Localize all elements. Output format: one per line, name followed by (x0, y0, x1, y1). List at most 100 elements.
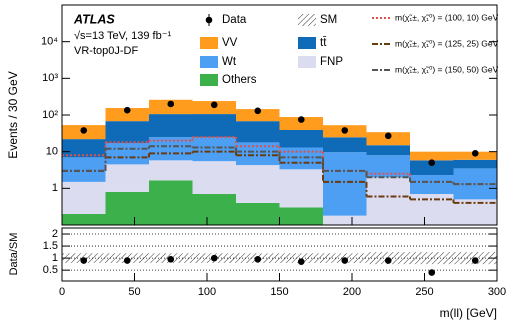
stack-segment (192, 114, 236, 138)
y-tick-label: 1 (52, 182, 58, 194)
stack-segment (279, 147, 323, 170)
stack-segment (105, 191, 149, 225)
data-point (297, 116, 305, 123)
stack-segment (323, 152, 367, 216)
data-point (384, 132, 392, 140)
legend-label: Data (222, 14, 247, 26)
ratio-point (471, 257, 479, 264)
stack-segment (105, 108, 149, 122)
stack-segment (410, 175, 454, 195)
stack-segment (366, 177, 410, 225)
ratio-y-axis-label: Data/SM (8, 233, 20, 276)
stack-segment (453, 159, 497, 169)
legend-swatch (200, 74, 218, 86)
ratio-point (80, 257, 88, 264)
stack-segment (62, 213, 106, 225)
y-tick-label: 2 (52, 228, 58, 240)
stack-segment (236, 142, 280, 166)
data-point (210, 101, 218, 109)
stack-segment (105, 164, 149, 192)
ratio-point (254, 256, 262, 263)
data-point (428, 159, 436, 167)
stack-segment (105, 143, 149, 165)
ratio-point (123, 257, 131, 264)
stack-segment (410, 160, 454, 176)
legend-label: Others (222, 74, 257, 86)
y-tick-label: 0.5 (43, 264, 58, 276)
legend-label: Wt (222, 56, 237, 68)
stack-segment (62, 181, 106, 214)
legend-swatch (298, 14, 316, 26)
main-plot-area (62, 99, 497, 225)
stack-segment (279, 207, 323, 225)
ratio-point (428, 269, 436, 276)
stack-segment (279, 169, 323, 208)
uncertainty-band (279, 253, 323, 263)
data-point (123, 106, 131, 114)
y-tick-label: 10³ (42, 72, 58, 84)
y-tick-label: 1 (52, 252, 58, 264)
stack-segment (192, 194, 236, 225)
data-point (471, 150, 479, 157)
legend-label: FNP (320, 56, 343, 68)
data-point (254, 107, 262, 115)
data-point (341, 127, 349, 134)
legend-label: SM (320, 14, 337, 26)
stack-segment (62, 157, 106, 182)
x-tick-label: 0 (59, 286, 65, 298)
stack-segment (149, 160, 193, 181)
y-tick-label: 10 (46, 146, 58, 158)
energy-label: √s=13 TeV, 139 fb⁻¹ (74, 30, 172, 42)
x-tick-label: 150 (270, 286, 288, 298)
stack-segment (62, 139, 106, 158)
atlas-label: ATLAS (73, 12, 115, 26)
legend-label: tt̄ (320, 37, 327, 49)
stack-segment (192, 161, 236, 195)
stack-segment (149, 114, 193, 138)
x-tick-label: 250 (415, 286, 433, 298)
x-axis-label: m(ll) [GeV] (440, 306, 497, 320)
legend-swatch (298, 56, 316, 68)
stack-segment (236, 165, 280, 203)
ratio-point (341, 257, 349, 264)
data-point (167, 100, 175, 108)
ratio-point (297, 258, 305, 266)
stack-segment (105, 121, 149, 144)
legend-data-marker (205, 16, 213, 24)
stack-segment (366, 155, 410, 178)
region-label: VR-top0J-DF (74, 45, 138, 57)
stack-segment (323, 137, 367, 153)
y-axis-label: Events / 30 GeV (6, 71, 20, 158)
x-tick-label: 200 (343, 286, 361, 298)
data-point (80, 127, 88, 134)
legend-swatch (298, 37, 316, 49)
ratio-point (210, 254, 218, 262)
y-tick-label: 1.5 (43, 240, 58, 252)
stack-segment (192, 137, 236, 162)
stack-segment (279, 117, 323, 130)
legend-label: m(χ̃₁±, χ̃₁⁰) = (125, 25) GeV (395, 38, 499, 48)
x-tick-label: 50 (128, 286, 140, 298)
legend-swatch (200, 37, 218, 49)
legend-label: VV (222, 37, 238, 49)
legend-label: m(χ̃₁±, χ̃₁⁰) = (100, 10) GeV (395, 12, 499, 22)
stack-segment (323, 215, 367, 225)
stack-segment (236, 121, 280, 143)
stack-segment (236, 202, 280, 225)
x-tick-label: 300 (488, 286, 506, 298)
stack-segment (366, 145, 410, 156)
stack-segment (410, 151, 454, 161)
stack-segment (149, 180, 193, 225)
stack-segment (236, 109, 280, 122)
y-tick-label: 10² (42, 109, 58, 121)
ratio-plot-area (62, 233, 497, 276)
stack-segment (149, 137, 193, 161)
y-tick-label: 10⁴ (41, 36, 58, 48)
stack-segment (279, 129, 323, 148)
ratio-point (167, 256, 175, 263)
legend-label: m(χ̃₁±, χ̃₁⁰) = (150, 50) GeV (395, 64, 499, 74)
legend-swatch (200, 56, 218, 68)
uncertainty-band (410, 252, 454, 265)
